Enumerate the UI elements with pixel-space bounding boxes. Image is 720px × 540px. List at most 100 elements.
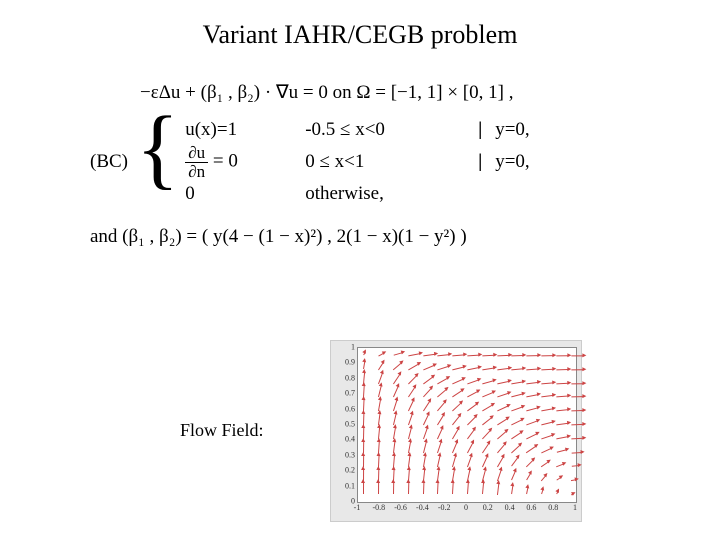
ytick: 0.1 [345, 481, 355, 490]
vector-arrow-icon [467, 354, 479, 356]
ytick: 0.3 [345, 450, 355, 459]
vector-arrow-icon [541, 355, 553, 356]
vector-arrow-icon [482, 392, 493, 398]
vector-arrow-icon [393, 441, 395, 453]
vector-arrow-icon [482, 367, 494, 370]
vector-arrow-icon [482, 417, 492, 425]
ytick: 1 [351, 343, 355, 352]
vector-arrow-icon [512, 432, 522, 439]
vector-arrow-icon [527, 355, 539, 356]
vector-arrow-icon [556, 463, 564, 467]
vector-arrow-icon [541, 409, 553, 412]
vector-arrow-icon [511, 485, 513, 495]
vector-arrow-icon [571, 369, 583, 370]
vector-arrow-icon [363, 482, 364, 494]
vector-arrow-icon [437, 482, 439, 494]
bc-label: (BC) [90, 147, 128, 177]
vector-arrow-icon [378, 482, 379, 494]
vector-arrow-icon [526, 473, 531, 481]
vector-arrow-icon [423, 354, 435, 357]
vector-arrow-icon [408, 455, 410, 467]
vector-arrow-icon [452, 403, 461, 412]
bc1-sep: | [465, 115, 495, 145]
vector-arrow-icon [541, 382, 553, 384]
vector-arrow-icon [541, 448, 551, 453]
vector-arrow-icon [423, 388, 432, 397]
chart-plot-area [357, 347, 577, 503]
bc3-left: 0 [185, 179, 305, 209]
xtick: 0.2 [483, 503, 493, 512]
vector-arrow-icon [527, 408, 539, 412]
vector-arrow-icon [453, 378, 464, 384]
vector-arrow-icon [378, 441, 380, 453]
xtick: -1 [354, 503, 361, 512]
ytick: 0.4 [345, 435, 355, 444]
vector-arrow-icon [393, 455, 395, 467]
vector-arrow-icon [526, 433, 537, 439]
xtick: -0.8 [372, 503, 385, 512]
xtick: -0.2 [438, 503, 451, 512]
bc2-left: ∂u ∂n = 0 [185, 144, 305, 181]
vector-arrow-icon [556, 369, 568, 370]
left-brace-icon: { [136, 114, 179, 210]
bc-case-2: ∂u ∂n = 0 0 ≤ x<1 | y=0, [185, 146, 529, 178]
vector-arrow-icon [541, 395, 553, 398]
vector-arrow-icon [556, 355, 568, 356]
vector-arrow-icon [571, 438, 583, 440]
vector-arrow-icon [571, 383, 583, 384]
vector-arrow-icon [541, 461, 549, 467]
vector-arrow-icon [512, 394, 524, 398]
vector-arrow-icon [393, 353, 402, 357]
vector-arrow-icon [526, 459, 534, 467]
vector-arrow-icon [393, 362, 402, 370]
vector-arrow-icon [452, 390, 462, 397]
vector-arrow-icon [423, 401, 430, 412]
vector-arrow-icon [497, 380, 509, 384]
vector-arrow-icon [452, 455, 456, 467]
vector-arrow-icon [452, 415, 460, 425]
vector-arrow-icon [497, 355, 509, 357]
vector-arrow-icon [453, 366, 465, 370]
bc3-mid: otherwise, [305, 179, 465, 209]
vector-arrow-icon [423, 364, 434, 370]
xtick: 0.4 [505, 503, 515, 512]
xtick: 0.6 [526, 503, 536, 512]
vector-arrow-icon [438, 402, 446, 412]
bc1-left: u(x)=1 [185, 115, 305, 145]
vector-arrow-icon [438, 365, 450, 370]
vector-arrow-icon [467, 416, 476, 425]
vector-arrow-icon [363, 455, 364, 467]
ytick: 0.2 [345, 466, 355, 475]
xtick: -0.6 [394, 503, 407, 512]
pde-equation: −εΔu + (β₁ , β₂) · ∇u = 0 on Ω = [−1, 1]… [140, 78, 650, 108]
bc2-fraction: ∂u ∂n [185, 144, 208, 181]
vector-arrow-icon [541, 422, 553, 426]
vector-arrow-icon [363, 352, 365, 355]
vector-arrow-icon [363, 441, 364, 453]
ytick: 0.8 [345, 373, 355, 382]
vector-arrow-icon [467, 391, 478, 397]
bc2-sep: | [465, 147, 495, 177]
bc1-right: y=0, [495, 115, 529, 145]
vector-arrow-icon [571, 355, 583, 356]
vector-arrow-icon [527, 381, 539, 383]
vector-arrow-icon [482, 405, 493, 412]
vector-arrow-icon [512, 444, 521, 453]
xtick: -0.4 [416, 503, 429, 512]
bc-case-1: u(x)=1 -0.5 ≤ x<0 | y=0, [185, 114, 529, 146]
vector-arrow-icon [527, 368, 539, 370]
vector-arrow-icon [437, 455, 441, 467]
vector-arrow-icon [438, 377, 449, 384]
vector-arrow-icon [497, 418, 508, 425]
flow-field-label: Flow Field: [180, 420, 264, 441]
vector-arrow-icon [467, 379, 479, 384]
vector-arrow-icon [482, 430, 491, 439]
xtick: 0.8 [548, 503, 558, 512]
xtick: 0 [464, 503, 468, 512]
vector-arrow-icon [438, 354, 450, 356]
ytick: 0.7 [345, 389, 355, 398]
vector-arrow-icon [511, 457, 518, 466]
vector-arrow-icon [556, 477, 561, 481]
xtick: 1 [573, 503, 577, 512]
vector-arrow-icon [571, 493, 573, 495]
